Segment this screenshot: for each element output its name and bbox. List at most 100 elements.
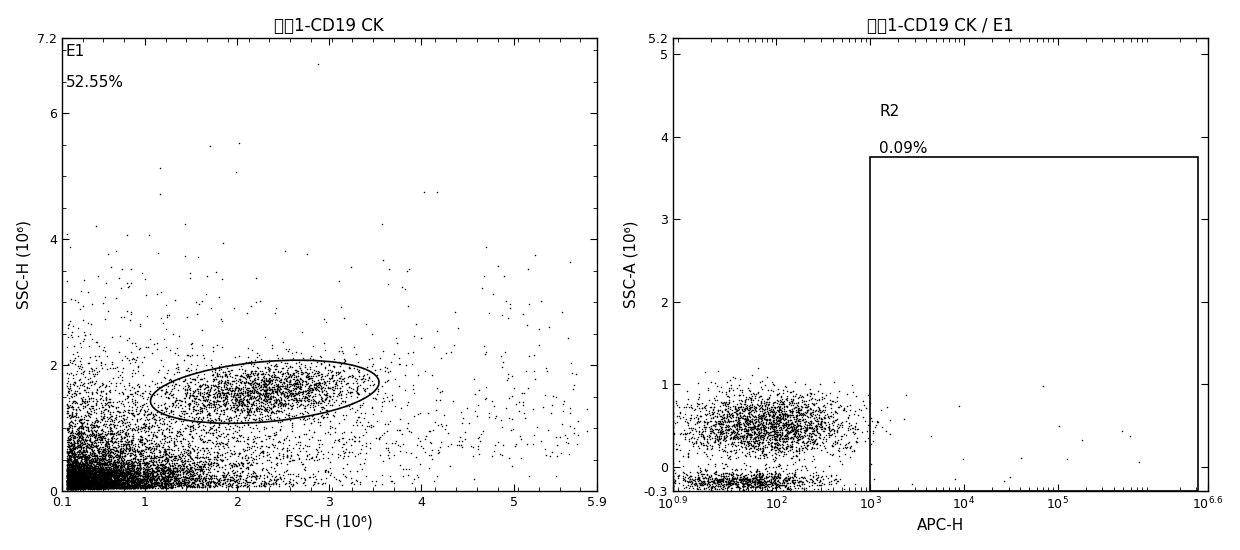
Point	[191, 472, 211, 481]
Point	[72, 483, 92, 492]
Point	[113, 466, 133, 475]
Point	[141, 444, 161, 453]
Point	[274, 468, 294, 477]
Point	[165, 471, 185, 480]
Point	[284, 373, 304, 382]
Point	[97, 430, 117, 439]
Point	[170, 466, 190, 475]
Point	[737, 414, 756, 423]
Point	[262, 383, 281, 392]
Point	[247, 406, 267, 415]
Point	[58, 425, 78, 433]
Point	[68, 482, 88, 491]
Point	[124, 482, 144, 491]
Point	[120, 468, 140, 477]
Point	[58, 424, 78, 433]
Point	[64, 456, 84, 465]
Point	[120, 481, 140, 490]
Point	[770, 413, 790, 422]
Point	[71, 422, 91, 431]
Point	[180, 441, 200, 449]
Point	[186, 469, 206, 477]
Point	[129, 461, 149, 470]
Point	[740, 417, 760, 426]
Point	[196, 471, 216, 480]
Point	[100, 447, 120, 455]
Point	[241, 405, 260, 414]
Point	[188, 384, 208, 393]
Point	[60, 446, 79, 455]
Point	[176, 472, 196, 481]
Point	[563, 369, 583, 378]
Point	[305, 397, 325, 406]
Point	[780, 405, 800, 414]
Point	[175, 402, 195, 410]
Point	[145, 475, 165, 484]
Point	[153, 461, 172, 470]
Point	[66, 416, 86, 425]
Point	[708, 437, 728, 446]
Point	[756, 414, 776, 423]
Point	[404, 332, 424, 340]
Point	[789, 414, 808, 423]
Point	[57, 483, 77, 492]
Point	[290, 388, 310, 397]
Point	[709, 419, 729, 428]
Point	[265, 396, 285, 405]
Point	[759, 487, 779, 496]
Point	[180, 468, 200, 477]
Point	[175, 220, 195, 229]
Point	[112, 415, 131, 424]
Point	[717, 428, 737, 437]
Point	[151, 478, 171, 487]
Point	[270, 422, 290, 431]
Point	[176, 391, 196, 400]
Point	[117, 460, 136, 469]
Point	[216, 371, 236, 380]
Point	[264, 442, 284, 451]
Point	[78, 465, 98, 474]
Point	[76, 473, 95, 482]
Point	[159, 477, 179, 486]
Point	[806, 475, 826, 483]
Point	[260, 386, 280, 395]
Point	[725, 474, 745, 483]
Point	[177, 464, 197, 472]
Point	[145, 478, 165, 487]
Point	[281, 372, 301, 381]
Point	[71, 469, 91, 478]
Point	[122, 478, 141, 487]
Point	[707, 392, 727, 400]
Point	[99, 476, 119, 485]
Point	[161, 433, 181, 442]
Point	[58, 388, 78, 397]
Point	[742, 440, 761, 449]
Point	[212, 479, 232, 488]
Point	[112, 483, 131, 492]
Point	[789, 427, 808, 436]
Point	[113, 476, 133, 485]
Point	[167, 403, 187, 411]
Point	[784, 422, 804, 431]
Point	[789, 421, 808, 430]
Point	[231, 471, 250, 480]
Point	[805, 416, 825, 425]
Point	[60, 243, 79, 252]
Point	[123, 409, 143, 417]
Point	[71, 449, 91, 458]
Point	[309, 478, 329, 487]
Point	[249, 432, 269, 441]
Point	[103, 483, 123, 492]
Point	[260, 376, 280, 384]
Point	[743, 474, 763, 482]
Point	[118, 467, 138, 476]
Point	[95, 482, 115, 491]
Point	[134, 481, 154, 490]
Point	[63, 476, 83, 485]
Point	[790, 421, 810, 430]
Point	[146, 444, 166, 453]
Point	[63, 411, 83, 420]
Point	[847, 433, 867, 442]
Point	[694, 422, 714, 431]
Point	[379, 265, 399, 274]
